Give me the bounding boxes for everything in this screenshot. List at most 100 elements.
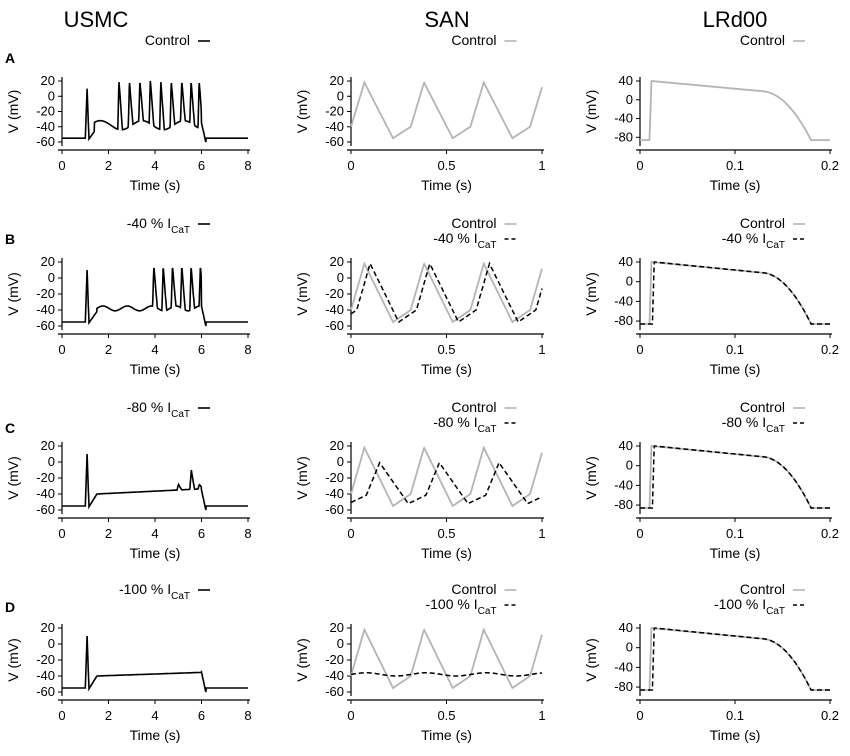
- legend-subscript: CaT: [478, 424, 497, 435]
- y-tick-label: -40: [325, 302, 344, 317]
- legend-label: -80 % ICaT: [127, 399, 190, 420]
- y-axis-label: V (mV): [294, 90, 310, 134]
- legend-label: Control: [145, 32, 190, 48]
- y-tick-label: 0: [626, 640, 633, 655]
- series-line-block: [640, 445, 830, 509]
- y-tick-label: 0: [337, 270, 344, 285]
- x-tick-label: 6: [198, 158, 205, 173]
- y-tick-label: -40: [614, 293, 633, 308]
- series-line-control: [640, 261, 830, 325]
- x-tick-label: 6: [198, 526, 205, 541]
- y-tick-label: 20: [330, 73, 344, 88]
- y-tick-label: -80: [614, 679, 633, 694]
- y-tick-label: -40: [36, 119, 55, 134]
- x-tick-label: 1: [538, 526, 545, 541]
- series-line: [62, 635, 248, 693]
- x-axis-label: Time (s): [710, 361, 761, 377]
- y-tick-label: -40: [325, 486, 344, 501]
- y-tick-label: -80: [614, 313, 633, 328]
- x-tick-label: 2: [105, 526, 112, 541]
- y-tick-label: 0: [337, 636, 344, 651]
- legend-subscript: CaT: [766, 240, 785, 251]
- panel-A-LRd00: 0 0.1 0.2 40 0 -40 -80 Time (s) V (mV) Control: [583, 32, 839, 193]
- series-line: [62, 453, 248, 511]
- legend-text: -80 % I: [127, 399, 171, 415]
- x-axis-label: Time (s): [421, 177, 472, 193]
- x-tick-label: 0: [347, 158, 354, 173]
- series-line-block: [350, 261, 543, 324]
- y-tick-label: -20: [325, 104, 344, 119]
- x-tick-label: 0.1: [726, 526, 744, 541]
- legend-label: -40 % ICaT: [127, 215, 190, 236]
- legend-label: -100 % ICaT: [425, 596, 496, 617]
- y-tick-label: -60: [36, 318, 55, 333]
- legend-subscript: CaT: [171, 409, 190, 420]
- x-axis-label: Time (s): [130, 545, 181, 561]
- y-axis-label: V (mV): [5, 456, 21, 500]
- x-axis-label: Time (s): [130, 177, 181, 193]
- y-tick-label: -20: [325, 286, 344, 301]
- y-tick-label: -40: [325, 119, 344, 134]
- column-title: LRd00: [703, 7, 768, 32]
- legend-text: Control: [740, 215, 785, 231]
- y-tick-label: 40: [619, 73, 633, 88]
- y-tick-label: -40: [36, 668, 55, 683]
- y-tick-label: 40: [619, 438, 633, 453]
- y-tick-label: 0: [48, 270, 55, 285]
- legend-text: -100 % I: [119, 581, 171, 597]
- y-tick-label: 20: [330, 254, 344, 269]
- x-axis-label: Time (s): [710, 727, 761, 743]
- panel-D-LRd00: 0 0.1 0.2 40 0 -40 -80 Time (s) V (mV) Control-10…: [583, 581, 839, 743]
- x-tick-label: 0.2: [821, 526, 839, 541]
- x-tick-label: 0.1: [726, 342, 744, 357]
- legend-subscript: CaT: [766, 606, 785, 617]
- legend-text: Control: [451, 581, 496, 597]
- legend-text: Control: [451, 215, 496, 231]
- y-tick-label: -20: [325, 652, 344, 667]
- series-line-control: [350, 261, 543, 324]
- x-tick-label: 2: [105, 708, 112, 723]
- column-title: SAN: [424, 7, 469, 32]
- y-tick-label: 40: [619, 254, 633, 269]
- legend-label: -40 % ICaT: [433, 230, 496, 251]
- y-axis-label: V (mV): [583, 456, 599, 500]
- series-line-block: [350, 672, 543, 677]
- x-tick-label: 8: [244, 708, 251, 723]
- y-tick-label: 40: [619, 620, 633, 635]
- y-tick-label: 0: [48, 636, 55, 651]
- y-axis-label: V (mV): [583, 638, 599, 682]
- y-tick-label: 0: [337, 88, 344, 103]
- legend-text: -40 % I: [722, 230, 766, 246]
- series-line-control: [640, 627, 830, 691]
- panel-C-LRd00: 0 0.1 0.2 40 0 -40 -80 Time (s) V (mV) Control-80…: [583, 399, 839, 561]
- y-axis-label: V (mV): [583, 272, 599, 316]
- x-tick-label: 0: [636, 708, 643, 723]
- y-tick-label: -20: [36, 652, 55, 667]
- x-tick-label: 1: [538, 342, 545, 357]
- x-tick-label: 4: [151, 526, 158, 541]
- legend-subscript: CaT: [766, 424, 785, 435]
- legend-label: -100 % ICaT: [119, 581, 190, 602]
- y-tick-label: -60: [325, 502, 344, 517]
- legend-text: -80 % I: [722, 414, 766, 430]
- y-tick-label: -60: [36, 134, 55, 149]
- panel-label: D: [5, 599, 15, 615]
- y-tick-label: -60: [325, 684, 344, 699]
- legend-label: Control: [451, 581, 496, 597]
- x-tick-label: 4: [151, 708, 158, 723]
- y-tick-label: -60: [325, 318, 344, 333]
- x-tick-label: 0.1: [726, 708, 744, 723]
- y-axis-label: V (mV): [583, 90, 599, 134]
- y-tick-label: -20: [36, 470, 55, 485]
- y-axis-label: V (mV): [294, 272, 310, 316]
- x-axis-label: Time (s): [421, 545, 472, 561]
- x-tick-label: 8: [244, 158, 251, 173]
- x-tick-label: 0.2: [821, 158, 839, 173]
- x-tick-label: 8: [244, 342, 251, 357]
